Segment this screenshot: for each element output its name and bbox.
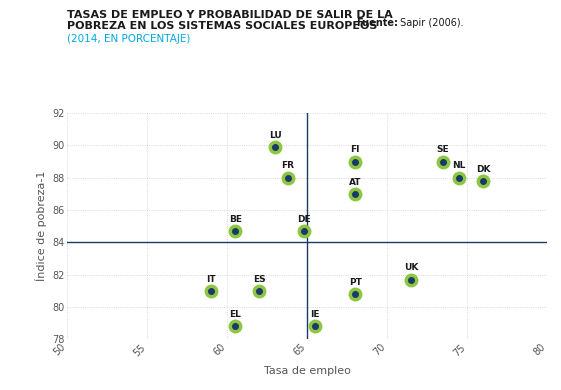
Text: FR: FR [282,161,295,170]
Text: SE: SE [436,145,449,154]
X-axis label: Tasa de empleo: Tasa de empleo [264,366,351,376]
Text: IT: IT [206,275,216,284]
Text: DK: DK [476,165,490,174]
Text: AT: AT [349,177,361,187]
Text: DE: DE [297,215,311,224]
Text: LU: LU [269,131,282,140]
Text: EL: EL [229,310,241,319]
Text: (2014, EN PORCENTAJE): (2014, EN PORCENTAJE) [67,34,191,44]
Text: TASAS DE EMPLEO Y PROBABILIDAD DE SALIR DE LA: TASAS DE EMPLEO Y PROBABILIDAD DE SALIR … [67,10,393,20]
Text: FI: FI [351,145,360,154]
Text: Sapir (2006).: Sapir (2006). [397,18,463,28]
Text: POBREZA EN LOS SISTEMAS SOCIALES EUROPEOS: POBREZA EN LOS SISTEMAS SOCIALES EUROPEO… [67,21,378,32]
Text: ES: ES [253,275,265,284]
Text: PT: PT [349,278,361,287]
Text: Fuente:: Fuente: [356,18,398,28]
Text: BE: BE [229,215,242,224]
Text: NL: NL [452,161,466,170]
Y-axis label: Índice de pobreza-1: Índice de pobreza-1 [35,171,47,282]
Text: IE: IE [310,310,320,319]
Text: UK: UK [404,263,419,272]
